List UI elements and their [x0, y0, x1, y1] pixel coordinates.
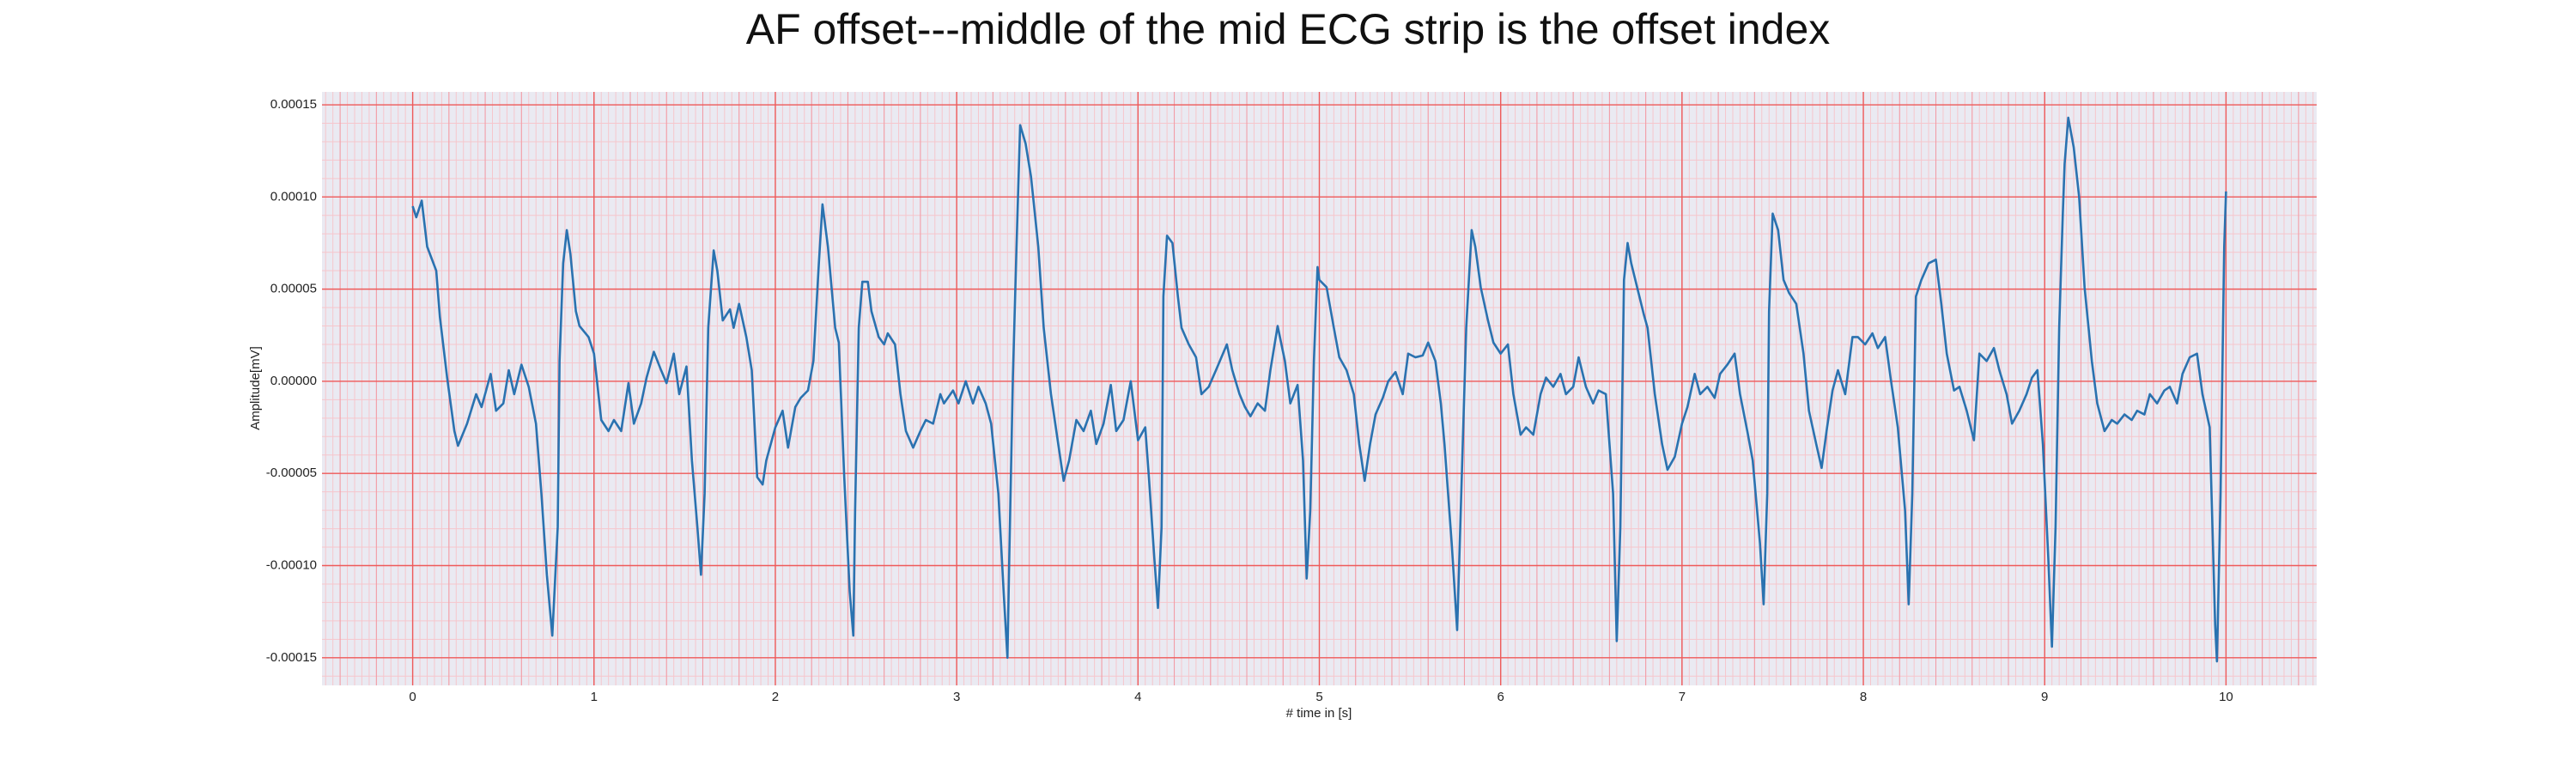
y-tick-label: 0.00015 [270, 97, 317, 112]
y-tick-label: -0.00015 [266, 650, 317, 665]
marks [411, 116, 2227, 663]
x-axis-label: # time in [s] [1286, 706, 1352, 721]
y-tick-label: 0.00000 [270, 374, 317, 388]
y-tick-label: 0.00005 [270, 282, 317, 296]
x-tick-label: 3 [953, 690, 960, 704]
y-tick-label: 0.00010 [270, 189, 317, 204]
ecg-line [411, 116, 2227, 663]
x-tick-label: 5 [1315, 690, 1322, 704]
x-tick-label: 9 [2041, 690, 2048, 704]
x-tick-label: 8 [1860, 690, 1867, 704]
grid [322, 92, 2317, 685]
x-tick-label: 6 [1498, 690, 1504, 704]
y-axis-label: Amplitude[mV] [248, 346, 263, 430]
x-tick-label: 10 [2219, 690, 2233, 704]
x-tick-label: 0 [409, 690, 416, 704]
y-tick-label: -0.00010 [266, 557, 317, 572]
x-tick-label: 1 [591, 690, 598, 704]
y-tick-label: -0.00005 [266, 466, 317, 480]
x-tick-label: 7 [1679, 690, 1686, 704]
x-tick-label: 2 [772, 690, 779, 704]
chart-title: AF offset---middle of the mid ECG strip … [746, 5, 1831, 53]
x-tick-label: 4 [1134, 690, 1141, 704]
